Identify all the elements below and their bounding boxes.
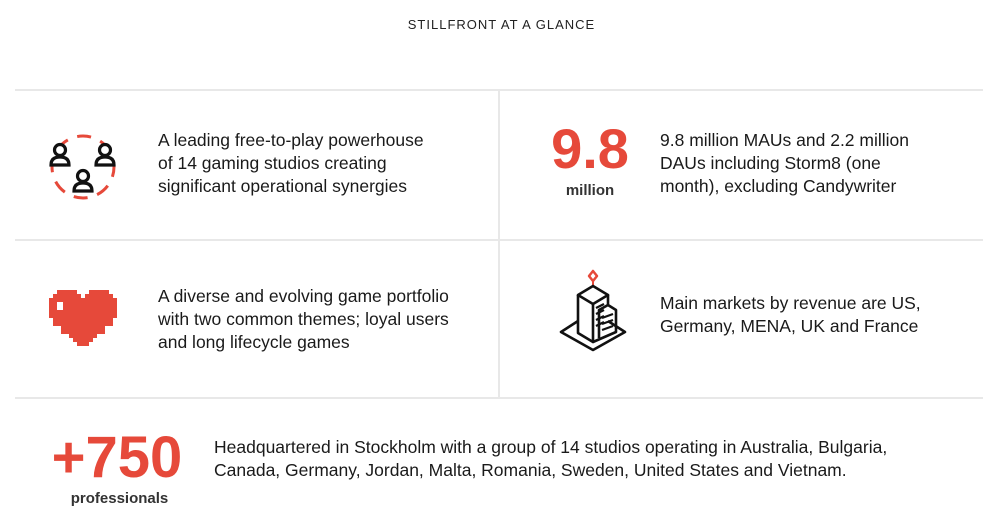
employees-stat-value: +750 — [51, 425, 183, 490]
text-line: Main markets by revenue are US, — [660, 293, 921, 313]
text-line: Canada, Germany, Jordan, Malta, Romania,… — [214, 460, 847, 480]
text-line: and long lifecycle games — [158, 332, 350, 352]
pixel-heart-icon — [49, 286, 117, 350]
headquarters-text: Headquartered in Stockholm with a group … — [214, 436, 887, 482]
text-line: Headquartered in Stockholm with a group … — [214, 437, 888, 457]
page-title: STILLFRONT AT A GLANCE — [407, 17, 596, 32]
text-line: 9.8 million MAUs and 2.2 million — [660, 130, 909, 150]
mau-stat-label: million — [565, 182, 615, 199]
people-network-icon — [45, 130, 121, 202]
text-line: of 14 gaming studios creating — [158, 153, 387, 173]
text-line: month), excluding Candywriter — [660, 176, 897, 196]
text-line: A leading free-to-play powerhouse — [158, 130, 424, 150]
text-line: Germany, MENA, UK and France — [660, 316, 919, 336]
text-line: DAUs including Storm8 (one — [660, 153, 881, 173]
divider-bottom — [15, 397, 983, 399]
text-line: A diverse and evolving game portfolio — [158, 286, 449, 306]
cell-portfolio-powerhouse-text: A leading free-to-play powerhouse of 14 … — [158, 129, 424, 198]
cell-game-portfolio-text: A diverse and evolving game portfolio wi… — [158, 285, 449, 354]
building-location-icon — [558, 268, 632, 358]
text-line: significant operational synergies — [158, 176, 408, 196]
employees-stat-label: professionals — [70, 490, 169, 507]
text-line: with two common themes; loyal users — [158, 309, 449, 329]
cell-users-text: 9.8 million MAUs and 2.2 million DAUs in… — [660, 129, 909, 198]
divider-vertical — [498, 89, 500, 398]
mau-stat-value: 9.8 — [551, 117, 629, 180]
cell-markets-text: Main markets by revenue are US, Germany,… — [660, 292, 921, 338]
